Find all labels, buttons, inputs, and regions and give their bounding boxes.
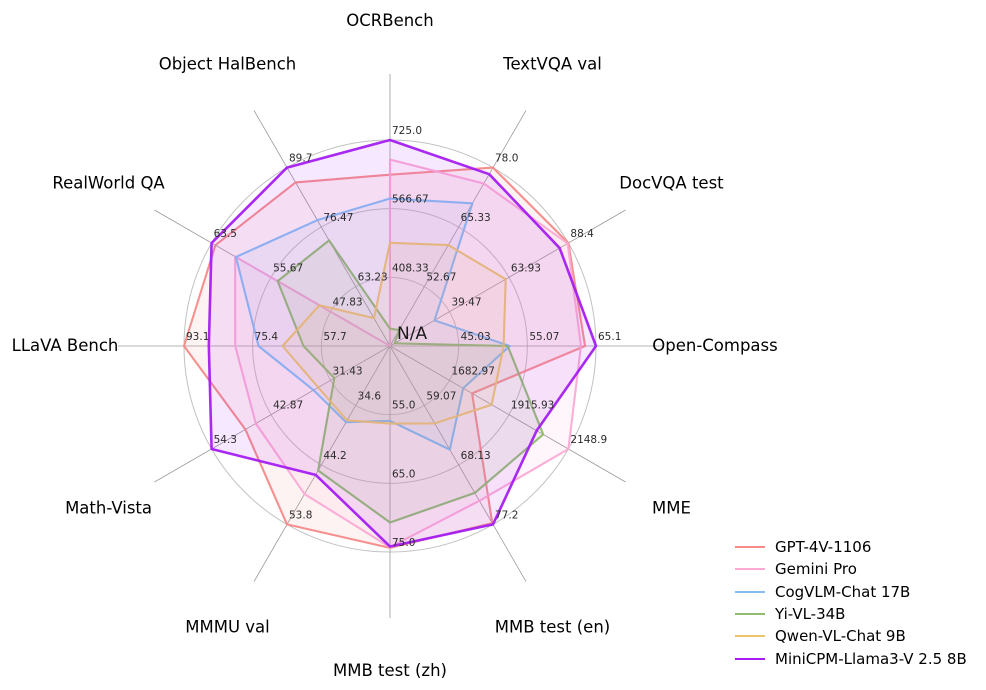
tick-label: 39.47	[451, 297, 481, 309]
tick-label: 45.03	[461, 331, 491, 343]
legend-label: CogVLM-Chat 17B	[775, 582, 911, 601]
tick-label: 65.1	[598, 331, 621, 343]
tick-label: 54.3	[214, 434, 237, 446]
tick-label: 89.7	[289, 153, 312, 165]
axis-title: Open-Compass	[652, 336, 778, 355]
axis-title: Object HalBench	[159, 55, 297, 74]
axis-spoke	[389, 345, 527, 582]
tick-label: 34.6	[358, 390, 382, 402]
axis-spoke	[253, 110, 391, 347]
tick-label: 93.1	[186, 331, 209, 343]
axis-title: Math-Vista	[65, 499, 152, 518]
axis-title: OCRBench	[346, 11, 433, 30]
legend-label: Qwen-VL-Chat 9B	[775, 627, 906, 646]
tick-label: 53.8	[289, 509, 312, 521]
tick-label: 52.67	[426, 272, 456, 284]
tick-label: 47.83	[333, 297, 363, 309]
axis-title: MMB test (zh)	[333, 661, 447, 680]
axis-spoke	[389, 209, 626, 347]
legend-line-swatch	[735, 546, 765, 549]
tick-label: 1682.97	[451, 365, 494, 377]
legend-label: Yi-VL-34B	[775, 605, 846, 624]
axis-title: DocVQA test	[619, 174, 724, 193]
tick-label: 408.33	[392, 262, 429, 274]
tick-label: 57.7	[323, 331, 346, 343]
axis-title: MMB test (en)	[495, 617, 610, 636]
tick-label: 55.07	[529, 331, 559, 343]
tick-label: 1915.93	[511, 400, 554, 412]
legend-item: MiniCPM-Llama3-V 2.5 8B	[735, 647, 967, 669]
tick-label: 725.0	[392, 125, 422, 137]
tick-label: 68.13	[461, 450, 491, 462]
legend-item: Yi-VL-34B	[735, 603, 967, 625]
tick-label: 566.67	[392, 194, 429, 206]
legend-label: MiniCPM-Llama3-V 2.5 8B	[775, 649, 967, 668]
tick-label: 76.47	[323, 212, 353, 224]
tick-label: 42.87	[273, 400, 303, 412]
tick-label: 63.5	[214, 228, 237, 240]
legend-line-swatch	[735, 613, 765, 616]
legend-item: GPT-4V-1106	[735, 536, 967, 558]
legend-line-swatch	[735, 657, 765, 660]
tick-label: 63.23	[358, 272, 388, 284]
legend-label: Gemini Pro	[775, 560, 857, 579]
axis-title: MMMU val	[185, 617, 270, 636]
axis-spoke	[154, 345, 391, 483]
tick-label: 44.2	[323, 450, 346, 462]
tick-label: 55.0	[392, 400, 415, 412]
tick-label: 75.0	[392, 537, 415, 549]
axis-title: RealWorld QA	[52, 174, 165, 193]
tick-label: 65.33	[461, 212, 491, 224]
tick-label: 65.0	[392, 468, 415, 480]
legend-item: Gemini Pro	[735, 558, 967, 580]
axis-title: MME	[652, 499, 691, 518]
series-polygon	[281, 241, 507, 425]
series-polygon	[207, 138, 598, 548]
legend-line-swatch	[735, 635, 765, 638]
axis-spoke	[389, 110, 527, 347]
tick-label: 88.4	[570, 228, 594, 240]
legend-line-swatch	[735, 568, 765, 571]
tick-label: 63.93	[511, 262, 541, 274]
tick-label: 55.67	[273, 262, 303, 274]
axis-title: LLaVA Bench	[12, 336, 119, 355]
tick-label: 77.2	[495, 509, 518, 521]
tick-label: 75.4	[255, 331, 279, 343]
legend-line-swatch	[735, 590, 765, 593]
series-polygon	[234, 197, 511, 451]
tick-label: 78.0	[495, 153, 518, 165]
axis-spoke	[253, 345, 391, 582]
axis-spoke	[389, 345, 626, 483]
legend: GPT-4V-1106 Gemini Pro CogVLM-Chat 17B Yi-V…	[735, 536, 967, 670]
legend-item: Qwen-VL-Chat 9B	[735, 625, 967, 647]
axis-title: TextVQA val	[502, 55, 602, 74]
legend-item: CogVLM-Chat 17B	[735, 581, 967, 603]
tick-label: 59.07	[426, 390, 456, 402]
tick-label: 2148.9	[570, 434, 607, 446]
tick-label: 31.43	[333, 365, 363, 377]
center-na-label: N/A	[397, 324, 427, 344]
legend-label: GPT-4V-1106	[775, 538, 872, 557]
